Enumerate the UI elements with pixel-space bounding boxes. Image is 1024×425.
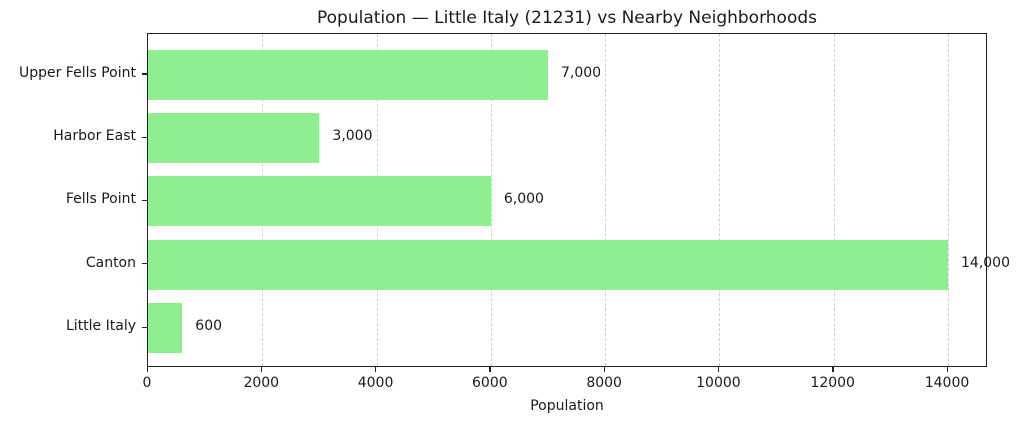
y-tick <box>142 199 147 202</box>
x-axis-title: Population <box>530 398 604 414</box>
x-tick-label: 4000 <box>357 375 394 391</box>
bar-canton <box>148 239 948 290</box>
y-tick-label: Canton <box>85 254 136 271</box>
bar-fells-point <box>148 176 491 227</box>
y-tick-label: Little Italy <box>66 318 136 334</box>
y-tick-label: Upper Fells Point <box>18 64 136 81</box>
y-tick <box>142 263 147 265</box>
value-label: 7,000 <box>561 64 602 81</box>
x-tick <box>146 367 148 372</box>
value-label: 14,000 <box>961 254 1010 271</box>
x-tick <box>260 367 263 372</box>
gridline <box>605 34 607 366</box>
y-tick-label: Harbor East <box>53 128 136 145</box>
gridline <box>833 34 835 366</box>
value-label: 600 <box>195 318 223 334</box>
y-tick <box>142 326 147 328</box>
x-tick-label: 10000 <box>696 375 741 391</box>
x-tick <box>832 367 834 372</box>
value-label: 6,000 <box>503 191 544 208</box>
x-tick <box>375 367 377 372</box>
x-tick-label: 8000 <box>586 375 622 391</box>
x-tick-label: 0 <box>142 375 152 391</box>
y-tick-label: Fells Point <box>65 191 136 208</box>
x-tick-label: 6000 <box>472 375 508 391</box>
x-tick-label: 2000 <box>243 375 280 391</box>
value-label: 3,000 <box>332 128 373 145</box>
y-tick <box>142 136 147 138</box>
gridline <box>719 34 721 366</box>
plot-area <box>147 33 987 367</box>
x-tick <box>946 367 948 372</box>
y-tick <box>142 73 147 75</box>
x-tick-label: 12000 <box>810 375 855 391</box>
x-tick <box>489 367 491 372</box>
bar-little-italy <box>148 303 183 353</box>
gridline <box>490 34 492 366</box>
x-tick <box>603 367 605 372</box>
bar-harbor-east <box>148 113 320 164</box>
x-tick-label: 14000 <box>924 375 970 391</box>
chart-title: Population — Little Italy (21231) vs Nea… <box>317 8 817 28</box>
bar-upper-fells-point <box>148 49 548 100</box>
gridline <box>948 34 949 366</box>
x-tick <box>717 367 720 372</box>
